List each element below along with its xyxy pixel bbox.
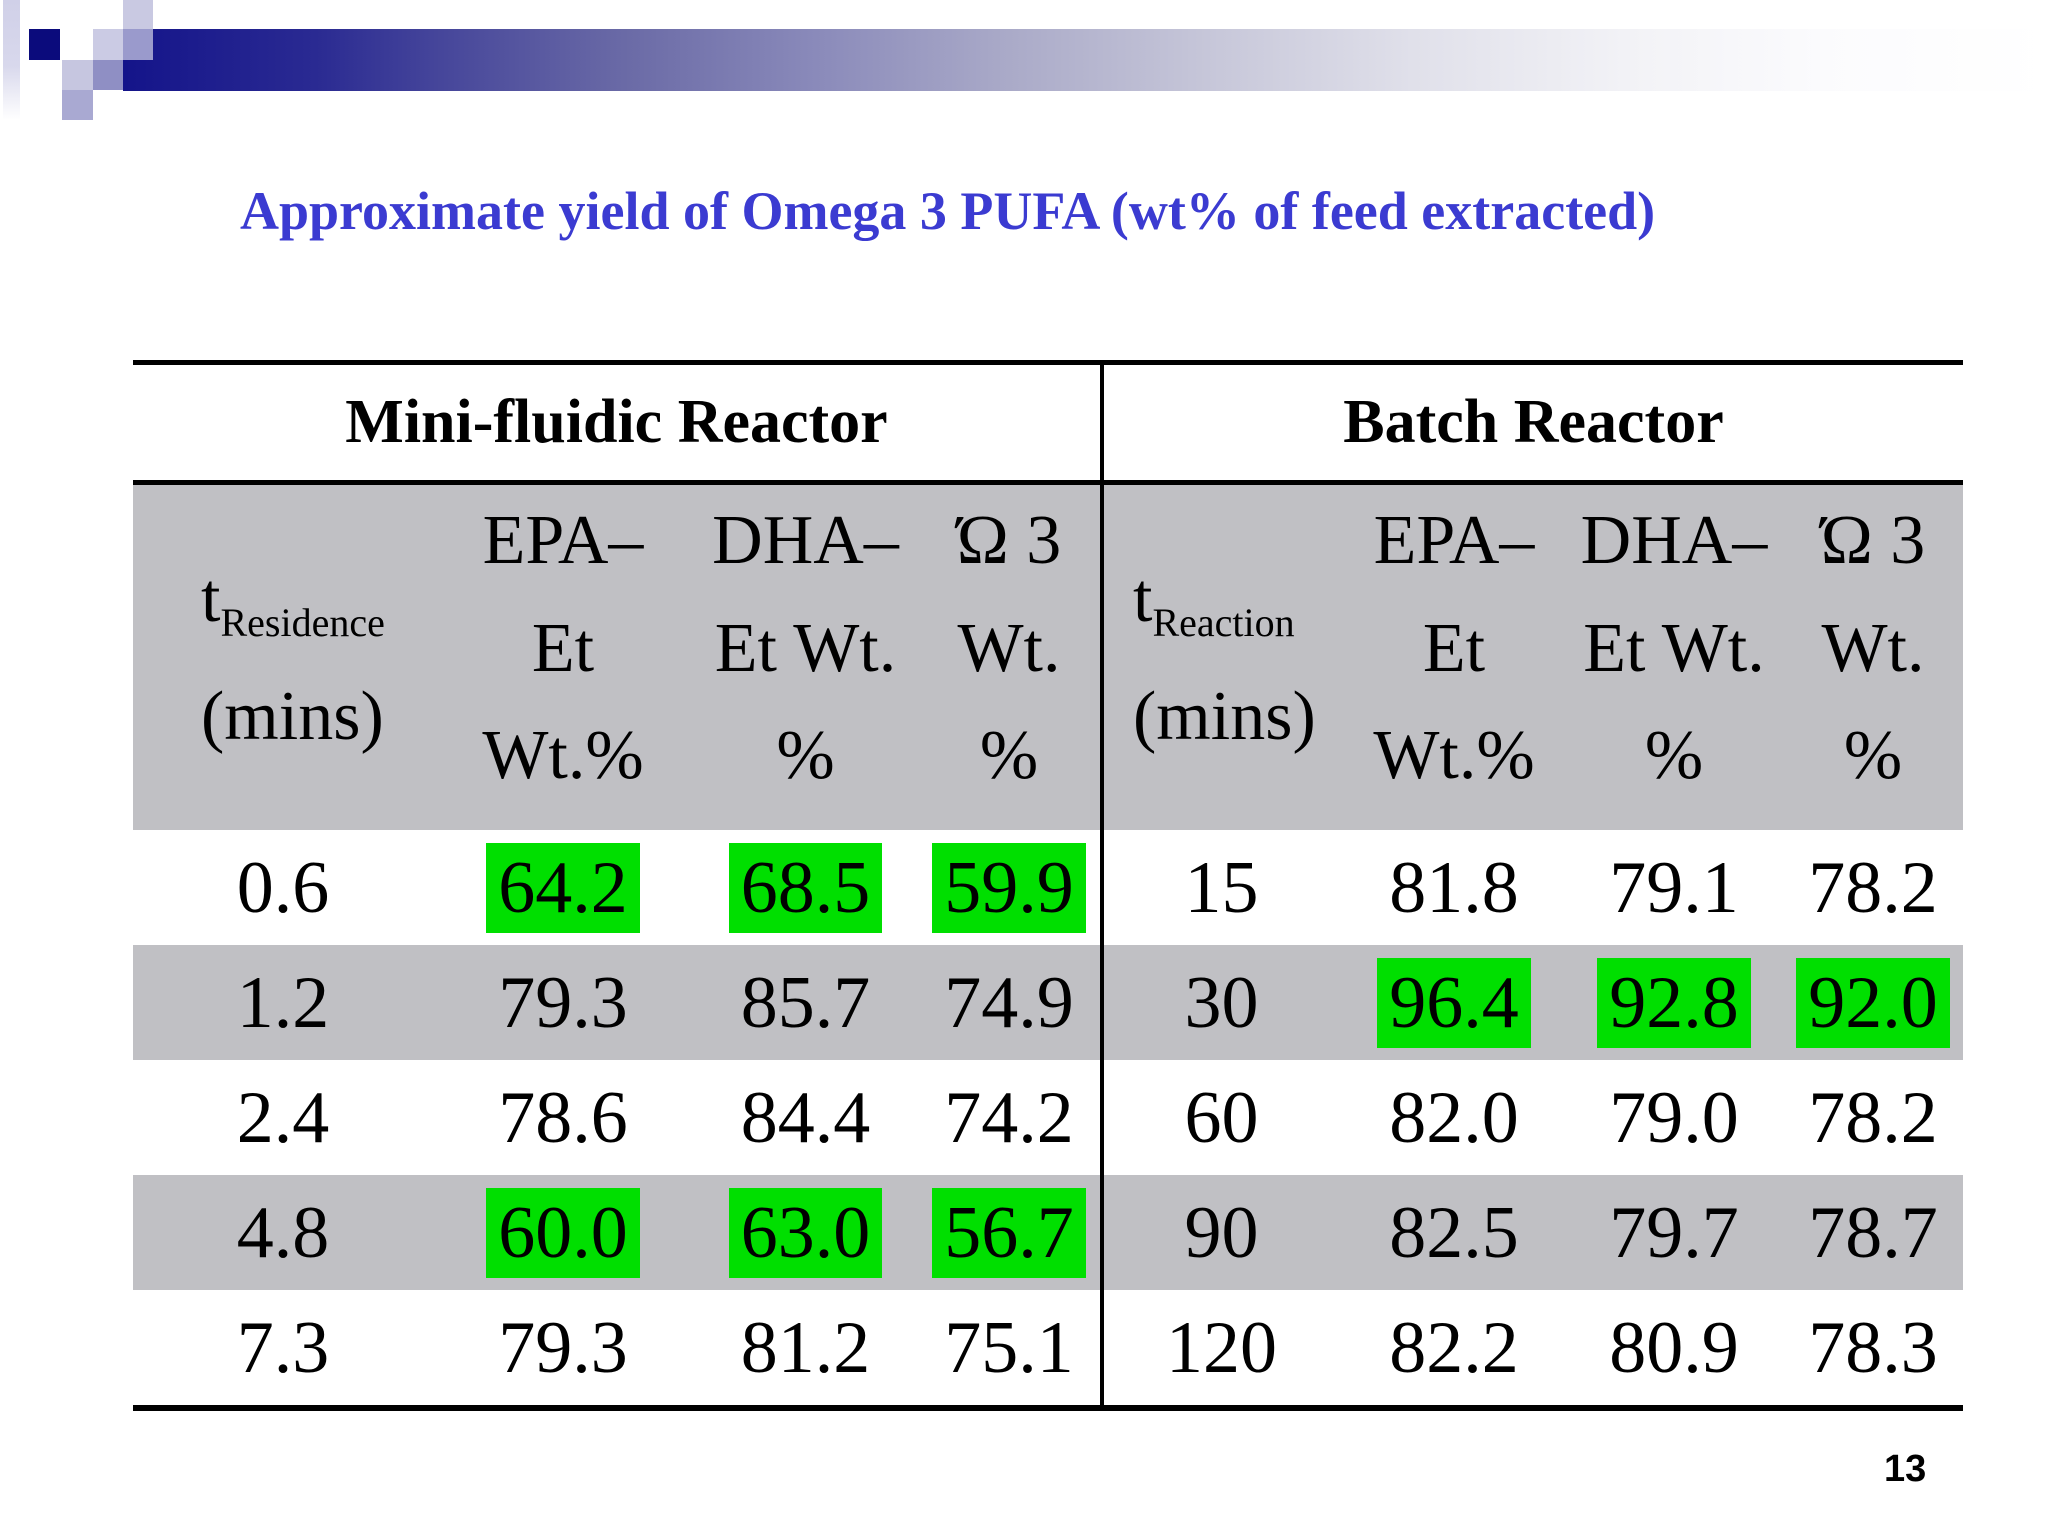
cell-time: 4.8 xyxy=(236,1191,330,1274)
decor-strip xyxy=(3,0,20,120)
cell-value: 82.0 xyxy=(1389,1076,1519,1159)
table-row: 7.3 79.3 81.2 75.1 120 82.2 80.9 78.3 xyxy=(133,1290,1963,1405)
col-header-omega-right: Ώ 3 Wt. % xyxy=(1820,502,1926,794)
cell-value: 78.6 xyxy=(498,1076,628,1159)
cell-value: 82.5 xyxy=(1389,1191,1519,1274)
time-unit: (mins) xyxy=(201,677,384,755)
decor-square xyxy=(123,0,153,29)
cell-value: 68.5 xyxy=(693,830,918,945)
cell-value: 81.2 xyxy=(740,1306,871,1389)
cell-value: 80.9 xyxy=(1609,1306,1739,1389)
cell-value: 78.2 xyxy=(1808,1076,1938,1159)
cell-value: 74.9 xyxy=(944,961,1074,1044)
cell-time: 0.6 xyxy=(236,846,330,929)
cell-value: 79.3 xyxy=(498,961,628,1044)
cell-value: 63.0 xyxy=(693,1175,918,1290)
cell-value: 78.2 xyxy=(1808,846,1938,929)
cell-time: 7.3 xyxy=(236,1306,330,1389)
cell-value: 64.2 xyxy=(433,830,693,945)
time-symbol: tResidence xyxy=(201,559,385,645)
cell-value: 81.8 xyxy=(1389,846,1519,929)
cell-value: 59.9 xyxy=(918,830,1100,945)
table-mid-rule xyxy=(133,480,1963,485)
col-header-time-residence: tResidence (mins) xyxy=(133,485,433,830)
table-row: 1.2 79.3 85.7 74.9 30 96.4 92.8 92.0 xyxy=(133,945,1963,1060)
page-number: 13 xyxy=(1884,1448,1927,1490)
decor-square xyxy=(93,60,123,90)
cell-value: 92.0 xyxy=(1783,945,1963,1060)
cell-value: 84.4 xyxy=(740,1076,871,1159)
cell-value: 78.3 xyxy=(1808,1306,1938,1389)
decor-square xyxy=(62,60,93,90)
cell-value: 82.2 xyxy=(1389,1306,1519,1389)
cell-time: 30 xyxy=(1184,961,1259,1044)
cell-value: 85.7 xyxy=(740,961,871,1044)
decor-square xyxy=(93,29,123,60)
data-table: Mini-fluidic Reactor Batch Reactor tResi… xyxy=(133,360,1963,1411)
cell-value: 78.7 xyxy=(1808,1191,1938,1274)
cell-value: 79.7 xyxy=(1609,1191,1739,1274)
cell-value: 75.1 xyxy=(944,1306,1074,1389)
table-bottom-rule xyxy=(133,1405,1963,1411)
cell-time: 15 xyxy=(1184,846,1259,929)
cell-value: 92.8 xyxy=(1565,945,1783,1060)
col-header-epa-right: EPA– Et Wt.% xyxy=(1373,502,1535,794)
col-header-omega-left: Ώ 3 Wt. % xyxy=(956,502,1062,794)
col-header-epa-left: EPA– Et Wt.% xyxy=(482,502,644,794)
decor-square xyxy=(62,90,93,120)
table-vertical-divider xyxy=(1100,360,1104,1411)
cell-value: 79.3 xyxy=(498,1306,628,1389)
table-row: 4.8 60.0 63.0 56.7 90 82.5 79.7 78.7 xyxy=(133,1175,1963,1290)
cell-time: 1.2 xyxy=(236,961,330,1044)
table-top-rule xyxy=(133,360,1963,365)
section-header-batch: Batch Reactor xyxy=(1343,388,1724,456)
decor-square xyxy=(123,29,153,60)
col-header-dha-right: DHA– Et Wt. % xyxy=(1580,502,1768,794)
cell-value: 79.1 xyxy=(1609,846,1739,929)
cell-value: 74.2 xyxy=(944,1076,1074,1159)
cell-time: 90 xyxy=(1184,1191,1259,1274)
cell-value: 60.0 xyxy=(433,1175,693,1290)
table-row: 2.4 78.6 84.4 74.2 60 82.0 79.0 78.2 xyxy=(133,1060,1963,1175)
cell-time: 120 xyxy=(1166,1306,1277,1389)
col-header-dha-left: DHA– Et Wt. % xyxy=(712,502,899,794)
table-row: 0.6 64.2 68.5 59.9 15 81.8 79.1 78.2 xyxy=(133,830,1963,945)
time-symbol: tReaction xyxy=(1133,559,1295,645)
banner-gradient-bar xyxy=(123,29,2048,91)
decor-square xyxy=(29,29,60,60)
cell-value: 79.0 xyxy=(1609,1076,1739,1159)
cell-time: 60 xyxy=(1184,1076,1259,1159)
column-header-row: tResidence (mins) EPA– Et Wt.% DHA– Et W… xyxy=(133,485,1963,830)
col-header-time-reaction: tReaction (mins) xyxy=(1100,485,1343,830)
cell-value: 96.4 xyxy=(1343,945,1565,1060)
cell-value: 56.7 xyxy=(918,1175,1100,1290)
time-unit: (mins) xyxy=(1133,677,1316,755)
slide-title: Approximate yield of Omega 3 PUFA (wt% o… xyxy=(240,181,1656,241)
section-header-mini-fluidic: Mini-fluidic Reactor xyxy=(345,388,888,456)
cell-time: 2.4 xyxy=(236,1076,330,1159)
